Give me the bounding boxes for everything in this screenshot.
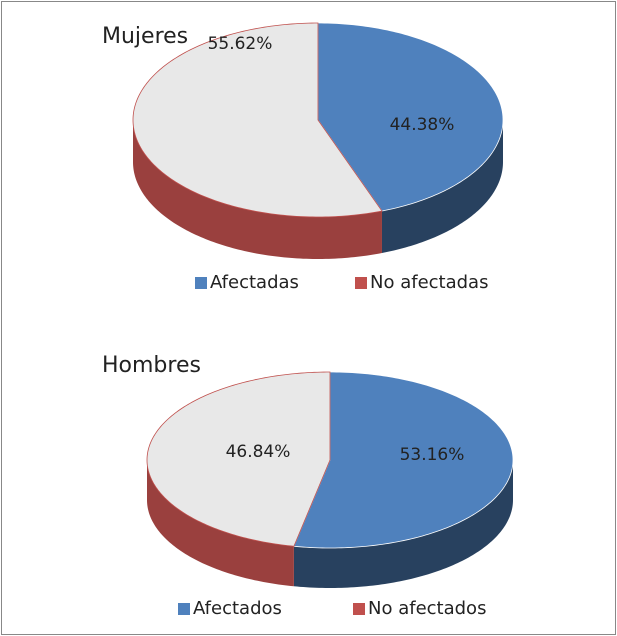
pie-side — [381, 120, 503, 254]
chart-title: Hombres — [102, 353, 201, 378]
pie-slice — [146, 371, 331, 547]
pie-side — [293, 460, 513, 588]
pie-side — [133, 120, 382, 259]
pie-slice — [132, 22, 383, 218]
legend-label: Afectados — [193, 598, 282, 619]
legend-swatch — [178, 603, 190, 615]
data-label: 46.84% — [226, 442, 291, 462]
legend-swatch — [353, 603, 365, 615]
legend-swatch — [355, 277, 367, 289]
pie-slice — [293, 371, 514, 549]
data-label: 44.38% — [390, 115, 455, 135]
legend-label: Afectadas — [210, 272, 299, 293]
legend-label: No afectadas — [370, 272, 488, 293]
pie-side — [147, 460, 294, 587]
pie-slice — [317, 22, 504, 212]
data-label: 53.16% — [400, 445, 465, 465]
legend-label: No afectados — [368, 598, 486, 619]
data-label: 55.62% — [208, 34, 273, 54]
chart-title: Mujeres — [102, 24, 188, 49]
legend-swatch — [195, 277, 207, 289]
